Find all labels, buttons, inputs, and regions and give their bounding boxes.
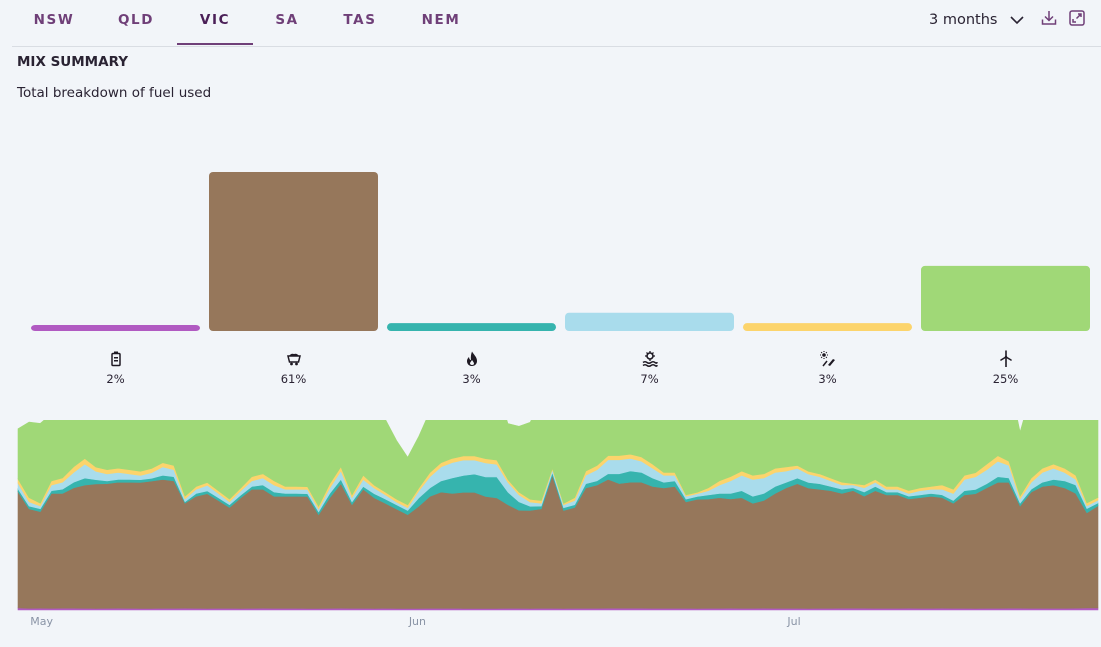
tab-nsw[interactable]: NSW [33, 12, 75, 28]
area-series-wind [17, 420, 1099, 507]
bar-solar [743, 323, 912, 331]
tab-nem[interactable]: NEM [421, 12, 461, 28]
active-tab-indicator [177, 43, 253, 45]
coal-cart-icon [286, 353, 301, 366]
chevron-down-icon [1010, 16, 1025, 25]
region-tabs: NSW QLD VIC SA TAS NEM [0, 0, 1101, 46]
bar-gas [387, 323, 556, 331]
fuel-hydro: 7% [565, 350, 734, 386]
bar-wind [921, 265, 1090, 331]
download-icon[interactable] [1039, 8, 1059, 28]
battery-percent: 2% [106, 372, 125, 386]
bar-coal [209, 172, 378, 331]
tab-vic[interactable]: VIC [199, 12, 231, 28]
tab-tas[interactable]: TAS [343, 12, 377, 28]
x-tick-label: May [30, 615, 53, 628]
gas-percent: 3% [462, 372, 481, 386]
flame-icon [466, 351, 477, 366]
fuel-gas: 3% [387, 350, 556, 386]
fuel-battery: 2% [31, 350, 200, 386]
fuel-wind: 25% [921, 350, 1090, 386]
coal-percent: 61% [280, 372, 307, 386]
battery-icon [110, 351, 121, 367]
wind-turbine-icon [999, 350, 1012, 367]
fuel-solar: 3% [743, 350, 912, 386]
tab-sa[interactable]: SA [275, 12, 299, 28]
hydro-percent: 7% [640, 372, 659, 386]
mix-summary-title: MIX SUMMARY [17, 54, 128, 70]
fuel-mix-area-chart: May Jun Jul [17, 420, 1099, 628]
solar-percent: 3% [818, 372, 837, 386]
expand-icon[interactable] [1067, 8, 1087, 28]
fuel-mix-bar-chart [31, 172, 1090, 331]
period-label: 3 months [929, 12, 998, 28]
wind-percent: 25% [992, 372, 1019, 386]
solar-icon [819, 351, 835, 367]
fuel-coal: 61% [209, 350, 378, 386]
bar-hydro [565, 312, 734, 331]
x-tick-label: Jun [408, 615, 426, 628]
x-tick-label: Jul [786, 615, 800, 628]
period-dropdown[interactable]: 3 months [929, 9, 1025, 31]
bar-battery [31, 325, 200, 331]
tab-qld[interactable]: QLD [117, 12, 155, 28]
mix-summary-subtitle: Total breakdown of fuel used [17, 85, 212, 101]
tabs-divider [12, 46, 1101, 47]
hydro-icon [642, 351, 658, 367]
